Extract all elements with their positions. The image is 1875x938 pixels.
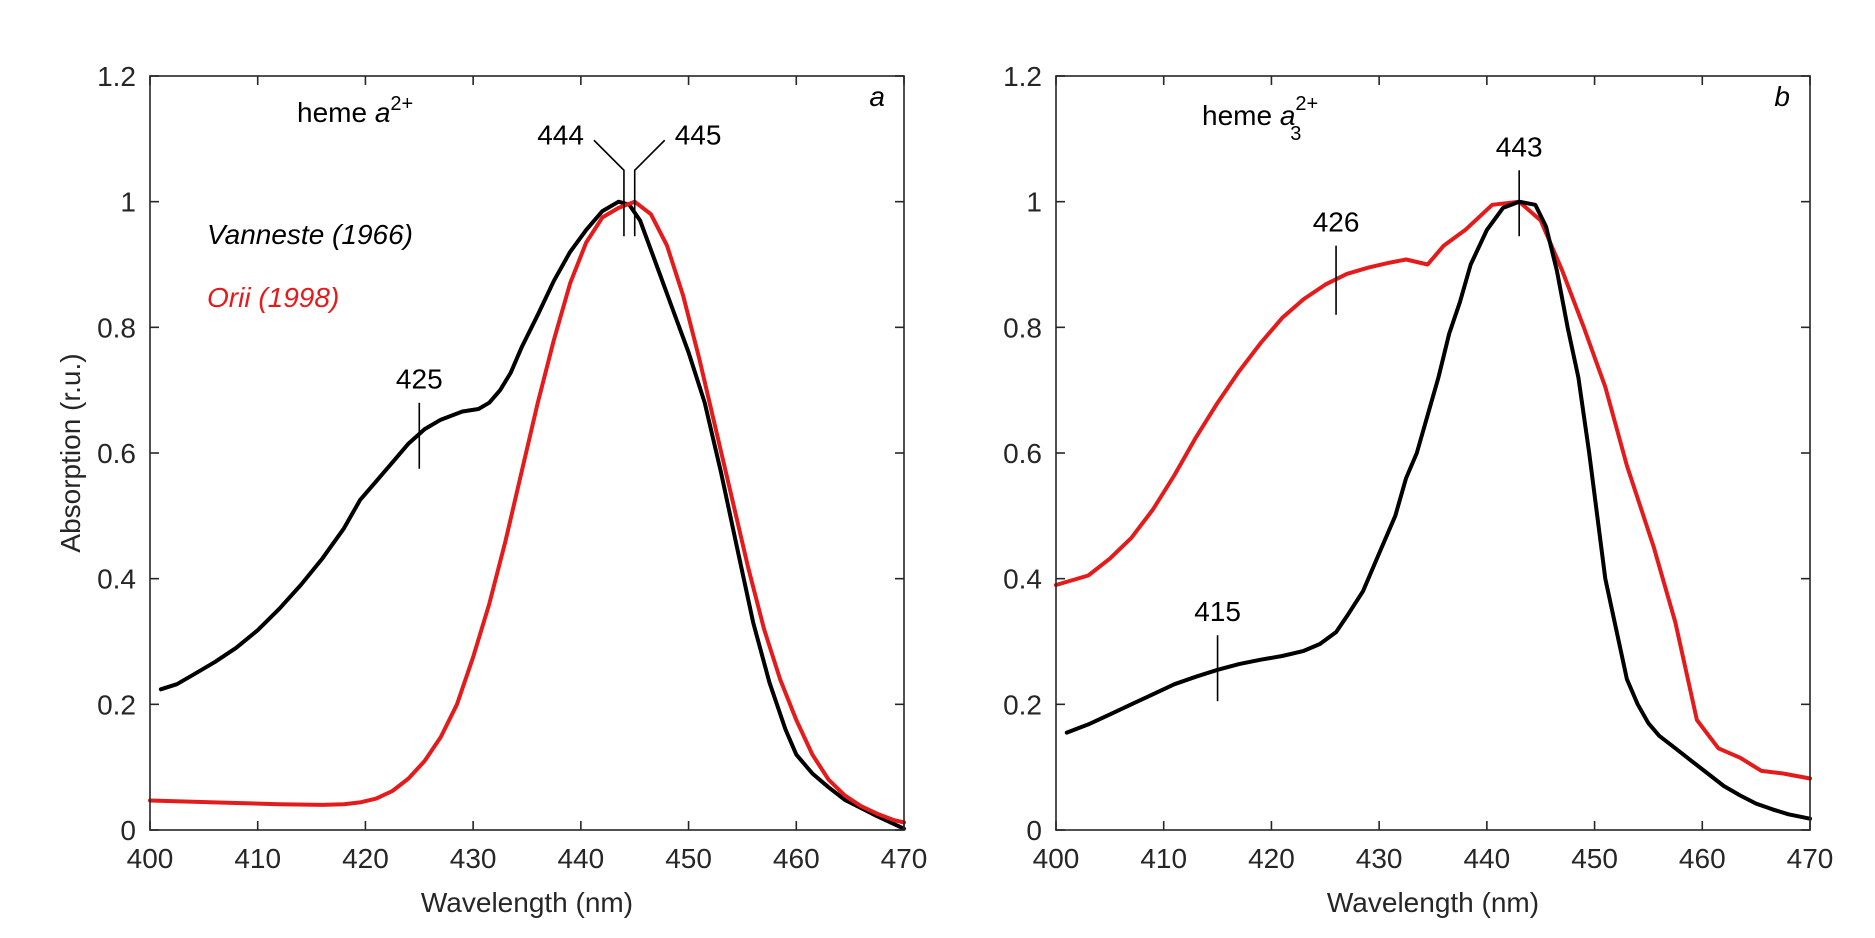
- panel-b-title-italic: a: [1280, 100, 1296, 131]
- panel-a-annotation-marker: [593, 139, 625, 237]
- panel-a-annotation-label: 425: [396, 364, 443, 395]
- panel-a: 425 444 445 400 410 420 430 440 450 460 470 0 0.2 0.…: [55, 61, 927, 918]
- panel-b-annotation-label: 443: [1496, 131, 1543, 162]
- panel-b-x-tick-label: 420: [1248, 843, 1295, 874]
- panel-b-tick-layer: 400 410 420 430 440 450 460 470 0 0.2 0.4 0.6 0.8 1 1.…: [1003, 61, 1833, 874]
- panel-b-x-tick-label: 430: [1356, 843, 1403, 874]
- panel-b-y-tick-label: 0: [1026, 815, 1042, 846]
- panel-b-x-axis-label: Wavelength (nm): [1327, 887, 1539, 918]
- panel-a-x-tick-label: 450: [665, 843, 712, 874]
- panel-b-y-tick-label: 0.8: [1003, 312, 1042, 343]
- panel-b-y-tick-label: 1: [1026, 187, 1042, 218]
- panel-a-series-line-0: [158, 199, 906, 831]
- panel-a-title: heme a2+: [297, 93, 413, 128]
- panel-b-y-tick-label: 1.2: [1003, 61, 1042, 92]
- panel-a-y-tick-label: 1: [120, 187, 136, 218]
- panel-b-x-tick-label: 410: [1140, 843, 1187, 874]
- panel-a-tick-layer: 400 410 420 430 440 450 460 470 0 0.2 0.4 0.6 0.8 1 1.…: [97, 61, 927, 874]
- panel-a-annotation-marker: [633, 139, 666, 237]
- panel-a-annotation-label: 445: [675, 119, 722, 150]
- panel-b-y-tick-label: 0.2: [1003, 689, 1042, 720]
- panel-b-series-layer: [1054, 199, 1812, 821]
- panel-b-title-sup: 2+: [1295, 93, 1318, 115]
- panel-a-x-tick-label: 440: [557, 843, 604, 874]
- panel-a-title-sup: 2+: [390, 93, 413, 115]
- panel-b-x-tick-label: 440: [1463, 843, 1510, 874]
- panel-a-y-tick-label: 1.2: [97, 61, 136, 92]
- panel-a-x-tick-label: 470: [881, 843, 928, 874]
- panel-b-x-tick-label: 400: [1033, 843, 1080, 874]
- panel-a-series-layer: [148, 199, 906, 831]
- panel-a-y-tick-label: 0: [120, 815, 136, 846]
- panel-b-annotation-label: 426: [1313, 207, 1360, 238]
- panel-b: 426 443 415 400 410 420 430 440 450 460 470 0 0.2 0.…: [1003, 61, 1833, 918]
- panel-a-series-line-1: [148, 199, 906, 825]
- panel-b-y-tick-label: 0.6: [1003, 438, 1042, 469]
- panel-b-annotation-layer: 426 443 415: [1194, 131, 1543, 702]
- panel-a-x-tick-label: 420: [342, 843, 389, 874]
- panel-a-annotation-label: 444: [537, 119, 584, 150]
- panel-b-title-main: heme: [1202, 100, 1280, 131]
- panel-b-series-line-1: [1064, 199, 1812, 821]
- panel-a-x-tick-label: 410: [234, 843, 281, 874]
- panel-b-series-line-0: [1054, 199, 1812, 781]
- panel-b-title: heme a2+ 3: [1202, 93, 1318, 145]
- panel-a-title-main: heme: [297, 97, 375, 128]
- panel-a-letter: a: [869, 81, 885, 112]
- panel-b-x-tick-label: 460: [1679, 843, 1726, 874]
- panel-a-y-tick-label: 0.4: [97, 564, 136, 595]
- panel-a-y-tick-label: 0.8: [97, 312, 136, 343]
- panel-a-y-axis-label: Absorption (r.u.): [55, 353, 86, 552]
- panel-a-y-tick-label: 0.2: [97, 689, 136, 720]
- panel-a-annotation-layer: 425 444 445: [396, 119, 722, 469]
- panel-b-annotation-label: 415: [1194, 596, 1241, 627]
- panel-a-x-axis-label: Wavelength (nm): [421, 887, 633, 918]
- panel-b-x-tick-label: 470: [1787, 843, 1834, 874]
- panel-a-x-tick-label: 430: [450, 843, 497, 874]
- panel-b-y-tick-label: 0.4: [1003, 564, 1042, 595]
- panel-b-letter: b: [1774, 81, 1790, 112]
- panel-a-legend-orii: Orii (1998): [207, 282, 339, 313]
- panel-b-title-sub: 3: [1290, 123, 1301, 145]
- panel-a-x-tick-label: 400: [127, 843, 174, 874]
- panel-a-y-tick-label: 0.6: [97, 438, 136, 469]
- panel-a-title-italic: a: [375, 97, 391, 128]
- panel-a-legend-vanneste: Vanneste (1966): [207, 219, 413, 250]
- panel-a-x-tick-label: 460: [773, 843, 820, 874]
- panel-b-x-tick-label: 450: [1571, 843, 1618, 874]
